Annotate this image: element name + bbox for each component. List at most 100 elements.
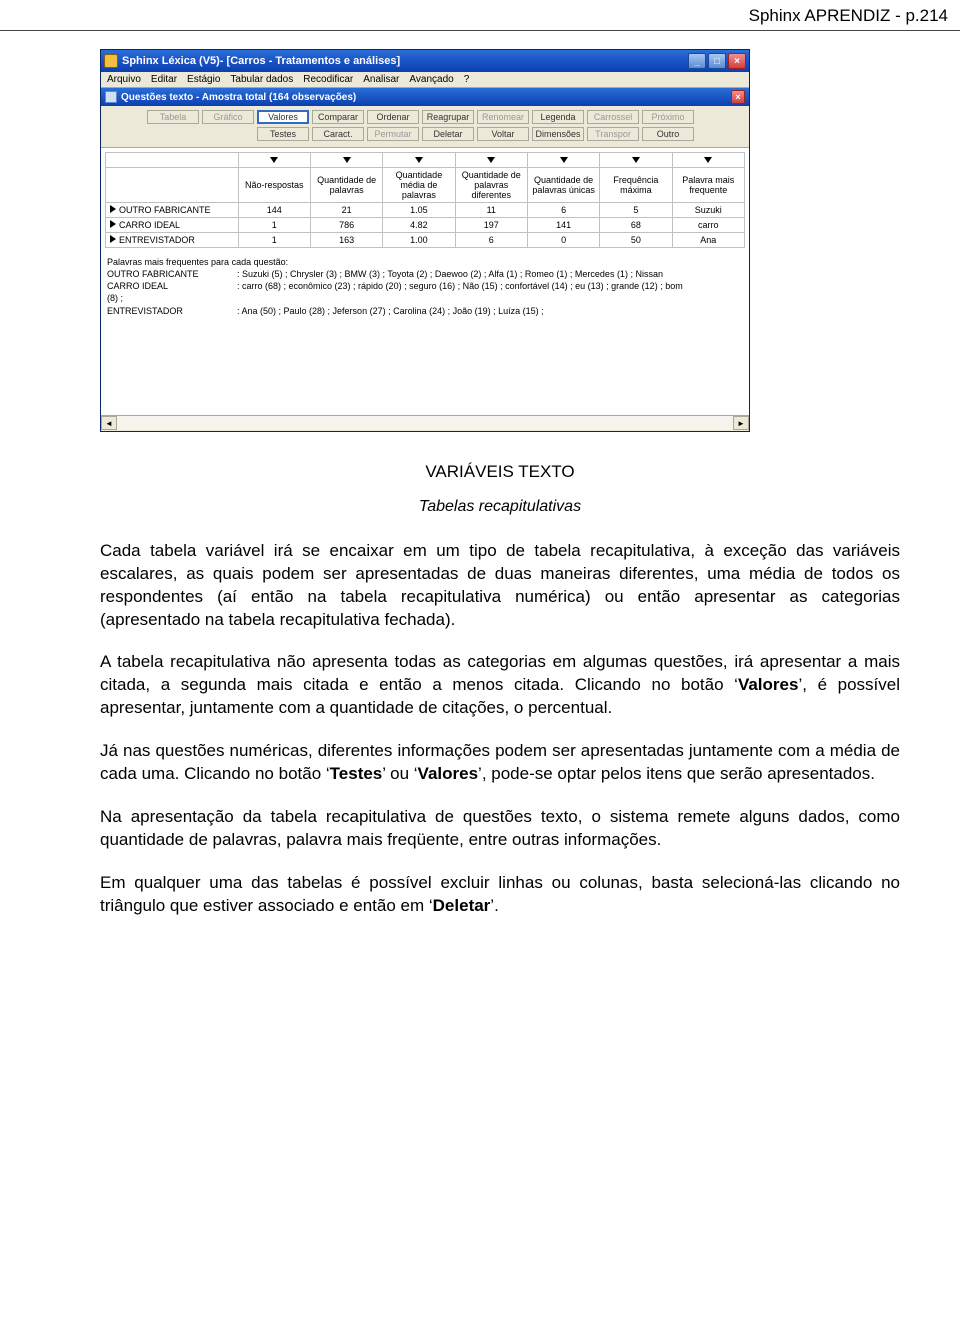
freq-label: (8) ; <box>107 292 237 304</box>
horizontal-scrollbar[interactable]: ◄ ► <box>101 415 749 431</box>
toolbar-ordenar-button[interactable]: Ordenar <box>367 110 419 124</box>
column-sort-triangle[interactable] <box>527 153 599 168</box>
freq-data: : Ana (50) ; Paulo (28) ; Jeferson (27) … <box>237 305 743 317</box>
toolbar-comparar-button[interactable]: Comparar <box>312 110 364 124</box>
freq-label: CARRO IDEAL <box>107 280 237 292</box>
toolbar-caract-button[interactable]: Caract. <box>312 127 364 141</box>
freq-title: Palavras mais frequentes para cada quest… <box>107 256 743 268</box>
column-header[interactable]: Quantidade de palavras <box>310 168 382 203</box>
doc-subheading: Tabelas recapitulativas <box>100 498 900 516</box>
toolbar-tabela-button: Tabela <box>147 110 199 124</box>
doc-paragraph-1: Cada tabela variável irá se encaixar em … <box>100 540 900 632</box>
table-cell: 6 <box>455 233 527 248</box>
table-cell: 1 <box>238 218 310 233</box>
freq-label: ENTREVISTADOR <box>107 305 237 317</box>
freq-row: OUTRO FABRICANTE: Suzuki (5) ; Chrysler … <box>107 268 743 280</box>
scroll-left-button[interactable]: ◄ <box>101 416 117 430</box>
toolbar-dimenses-button[interactable]: Dimensões <box>532 127 584 141</box>
table-cell: 144 <box>238 203 310 218</box>
column-header[interactable]: Frequência máxima <box>600 168 672 203</box>
toolbar-row-1: TabelaGráficoValoresCompararOrdenarReagr… <box>107 110 743 124</box>
toolbar-deletar-button[interactable]: Deletar <box>422 127 474 141</box>
toolbar-prximo-button: Próximo <box>642 110 694 124</box>
doc-p3-text-c: ’ ou ‘ <box>382 764 417 783</box>
doc-p3-bold-1: Testes <box>330 764 383 783</box>
table-row[interactable]: ENTREVISTADOR11631.006050Ana <box>106 233 745 248</box>
column-header[interactable]: Não-respostas <box>238 168 310 203</box>
toolbar-outro-button[interactable]: Outro <box>642 127 694 141</box>
menu-recodificar[interactable]: Recodificar <box>303 74 353 85</box>
freq-data <box>237 292 743 304</box>
document-section: VARIÁVEIS TEXTO Tabelas recapitulativas <box>100 462 900 516</box>
subwindow-title: Questões texto - Amostra total (164 obse… <box>121 92 731 103</box>
table-row[interactable]: CARRO IDEAL17864.8219714168carro <box>106 218 745 233</box>
table-cell: 1 <box>238 233 310 248</box>
column-sort-triangle[interactable] <box>600 153 672 168</box>
doc-p5-bold: Deletar <box>433 896 491 915</box>
table-cell: 0 <box>527 233 599 248</box>
column-sort-triangle[interactable] <box>672 153 744 168</box>
column-sort-triangle[interactable] <box>383 153 455 168</box>
toolbar-legenda-button[interactable]: Legenda <box>532 110 584 124</box>
close-button[interactable]: × <box>728 53 746 69</box>
window-title: Sphinx Léxica (V5)- [Carros - Tratamento… <box>122 55 688 67</box>
maximize-button[interactable]: □ <box>708 53 726 69</box>
column-header[interactable]: Quantidade média de palavras <box>383 168 455 203</box>
menubar: Arquivo Editar Estágio Tabular dados Rec… <box>101 72 749 88</box>
scroll-right-button[interactable]: ► <box>733 416 749 430</box>
menu-tabular[interactable]: Tabular dados <box>230 74 293 85</box>
subwindow-close-button[interactable]: × <box>731 90 745 104</box>
subwindow-titlebar: Questões texto - Amostra total (164 obse… <box>101 88 749 106</box>
doc-p3-bold-2: Valores <box>418 764 479 783</box>
freq-row: ENTREVISTADOR: Ana (50) ; Paulo (28) ; J… <box>107 305 743 317</box>
column-sort-triangle[interactable] <box>455 153 527 168</box>
row-label[interactable]: ENTREVISTADOR <box>106 233 239 248</box>
toolbar-carrossel-button: Carrossel <box>587 110 639 124</box>
menu-analisar[interactable]: Analisar <box>363 74 399 85</box>
menu-help[interactable]: ? <box>464 74 470 85</box>
table-cell: 1.00 <box>383 233 455 248</box>
table-cell: carro <box>672 218 744 233</box>
table-cell: 21 <box>310 203 382 218</box>
table-cell: 4.82 <box>383 218 455 233</box>
column-header[interactable]: Quantidade de palavras diferentes <box>455 168 527 203</box>
toolbar-testes-button[interactable]: Testes <box>257 127 309 141</box>
table-cell: 1.05 <box>383 203 455 218</box>
scroll-track[interactable] <box>117 416 733 430</box>
freq-label: OUTRO FABRICANTE <box>107 268 237 280</box>
doc-p3-text-e: ’, pode-se optar pelos itens que serão a… <box>478 764 875 783</box>
toolbar-voltar-button[interactable]: Voltar <box>477 127 529 141</box>
row-label[interactable]: OUTRO FABRICANTE <box>106 203 239 218</box>
app-window: Sphinx Léxica (V5)- [Carros - Tratamento… <box>100 49 750 432</box>
toolbar-valores-button[interactable]: Valores <box>257 110 309 124</box>
column-header[interactable]: Palavra mais frequente <box>672 168 744 203</box>
menu-arquivo[interactable]: Arquivo <box>107 74 141 85</box>
doc-paragraph-3: Já nas questões numéricas, diferentes in… <box>100 740 900 786</box>
table-cell: Ana <box>672 233 744 248</box>
table-cell: 786 <box>310 218 382 233</box>
menu-estagio[interactable]: Estágio <box>187 74 220 85</box>
column-header[interactable]: Quantidade de palavras únicas <box>527 168 599 203</box>
toolbar: TabelaGráficoValoresCompararOrdenarReagr… <box>101 106 749 148</box>
page-header: Sphinx APRENDIZ - p.214 <box>0 0 960 31</box>
column-sort-triangle[interactable] <box>310 153 382 168</box>
menu-avancado[interactable]: Avançado <box>409 74 453 85</box>
doc-p5-text-a: Em qualquer uma das tabelas é possível e… <box>100 873 900 915</box>
minimize-button[interactable]: _ <box>688 53 706 69</box>
freq-row: (8) ; <box>107 292 743 304</box>
table-cell: 68 <box>600 218 672 233</box>
table-cell: 11 <box>455 203 527 218</box>
menu-editar[interactable]: Editar <box>151 74 177 85</box>
row-label[interactable]: CARRO IDEAL <box>106 218 239 233</box>
data-area: Não-respostasQuantidade de palavrasQuant… <box>101 148 749 252</box>
table-cell: 5 <box>600 203 672 218</box>
empty-area <box>101 325 749 415</box>
table-row[interactable]: OUTRO FABRICANTE144211.051165Suzuki <box>106 203 745 218</box>
column-sort-triangle[interactable] <box>238 153 310 168</box>
doc-p5-text-c: ’. <box>490 896 499 915</box>
doc-p2-bold: Valores <box>738 675 799 694</box>
titlebar[interactable]: Sphinx Léxica (V5)- [Carros - Tratamento… <box>101 50 749 72</box>
doc-paragraph-4: Na apresentação da tabela recapitulativa… <box>100 806 900 852</box>
toolbar-reagrupar-button[interactable]: Reagrupar <box>422 110 474 124</box>
table-cell: Suzuki <box>672 203 744 218</box>
